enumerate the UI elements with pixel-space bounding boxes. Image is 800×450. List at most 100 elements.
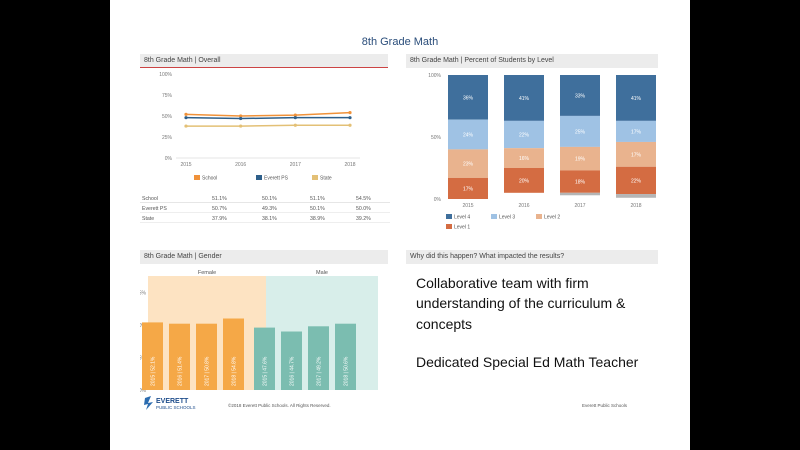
legend-label: Level 1 (454, 225, 470, 231)
legend-swatch (491, 214, 497, 219)
group-label-male: Male (316, 270, 328, 276)
table-cell: 37.9% (212, 216, 227, 222)
stacked-bar-segment (504, 168, 544, 193)
stacked-bar-segment (448, 75, 488, 120)
segment-label: 24% (463, 133, 474, 139)
stacked-bar-segment (560, 115, 600, 147)
data-point (239, 116, 243, 121)
y-tick-label: 100% (428, 73, 441, 79)
gender-bar (308, 326, 329, 390)
y-tick-label: 50% (162, 114, 173, 120)
y-tick-label: 0% (165, 156, 173, 162)
x-tick-label: 2018 (344, 162, 355, 168)
table-header-cell: School (142, 196, 158, 202)
levels-panel-title: 8th Grade Math | Percent of Students by … (410, 57, 554, 64)
y-tick-label: 25% (162, 135, 173, 141)
x-tick-label: 2017 (574, 203, 585, 209)
overall-line-chart: 0% 25% 50% 75% 100% 2015 2016 2017 2018 School Eve… (140, 72, 390, 223)
segment-label: 17% (631, 152, 642, 158)
logo-line-2: PUBLIC SCHOOLS (156, 405, 196, 410)
table-header-cell: 51.1% (212, 196, 227, 202)
stacked-bar-segment (448, 149, 488, 178)
why-panel-title: Why did this happen? What impacted the r… (410, 253, 565, 260)
x-tick-label: 2016 (235, 162, 246, 168)
x-tick-label: 2016 (518, 203, 529, 209)
x-tick-label: 2015 (462, 203, 473, 209)
legend-swatch (312, 175, 318, 180)
gender-bar (223, 318, 244, 390)
legend-swatch (446, 224, 452, 229)
x-tick-label: 2017 (290, 162, 301, 168)
table-cell: 50.1% (310, 206, 325, 212)
gender-bar (142, 322, 163, 390)
stacked-bar-segment (560, 192, 600, 196)
y-tick-label: 50% (431, 135, 442, 141)
segment-label: 20% (519, 178, 530, 184)
legend-swatch (194, 175, 200, 180)
legend-label: Level 2 (544, 215, 560, 221)
data-point (239, 114, 243, 118)
group-label-female: Female (198, 270, 216, 276)
table-cell: State (142, 216, 154, 222)
stacked-bar-segment (504, 75, 544, 121)
legend-label: Level 3 (499, 215, 515, 221)
footer-right-text: Everett Public Schools (582, 403, 628, 408)
segment-label: 16% (519, 156, 530, 162)
why-text-line-2: Dedicated Special Ed Math Teacher (416, 353, 639, 370)
table-header-cell: 50.1% (262, 196, 277, 202)
segment-label: 23% (463, 162, 474, 168)
stacked-bar-segment (560, 170, 600, 193)
stacked-bar-segment (616, 120, 656, 142)
segment-label: 36% (463, 95, 474, 101)
stacked-bar-segment (616, 166, 656, 195)
why-panel-header: Why did this happen? What impacted the r… (406, 250, 658, 264)
why-text-line-1: Collaborative team with firm understandi… (416, 275, 626, 332)
segment-label: 17% (463, 186, 474, 192)
gender-bar (196, 323, 217, 390)
segment-label: 18% (575, 180, 586, 186)
gender-bar (335, 323, 356, 390)
stacked-bar-segment (448, 119, 488, 150)
y-tick-label: 0% (434, 197, 442, 203)
bar-label: 2017 | 49.2% (317, 356, 323, 386)
table-cell: 39.2% (356, 216, 371, 222)
footer-copyright: ©2018 Everett Public Schools. All Rights… (228, 403, 331, 408)
series-line (186, 124, 350, 127)
overall-panel-header: 8th Grade Math | Overall (140, 54, 388, 68)
bar-label: 2018 | 54.8% (232, 356, 238, 386)
district-logo: EVERETT PUBLIC SCHOOLS (142, 394, 212, 412)
table-header-cell: 51.1% (310, 196, 325, 202)
bar-label: 2015 | 52.1% (151, 356, 157, 386)
segment-label: 33% (575, 93, 586, 99)
legend-label: State (320, 176, 332, 182)
data-point (293, 113, 297, 117)
legend-label: School (202, 176, 217, 182)
stacked-bar-segment (504, 148, 544, 168)
data-point (348, 116, 352, 120)
series-line (185, 116, 350, 120)
data-point (348, 111, 352, 115)
legend-label: Level 4 (454, 215, 470, 221)
bar-label: 2016 | 44.7% (290, 356, 296, 386)
legend-swatch (446, 214, 452, 219)
gender-panel-header: 8th Grade Math | Gender (140, 250, 388, 264)
bar-label: 2017 | 50.8% (205, 356, 211, 386)
data-point (348, 123, 352, 127)
table-cell: Everett PS (142, 206, 167, 212)
data-point (293, 123, 297, 127)
data-point (239, 124, 243, 128)
why-text: Collaborative team with firm understandi… (416, 273, 664, 372)
stacked-bar-segment (560, 146, 600, 171)
stacked-bar-segment (504, 120, 544, 149)
table-cell: 38.9% (310, 216, 325, 222)
segment-label: 41% (631, 96, 642, 102)
legend-swatch (256, 175, 262, 180)
gender-bar (281, 331, 302, 390)
header-rule (140, 67, 388, 68)
x-tick-label: 2015 (180, 162, 191, 168)
table-header-cell: 54.5% (356, 196, 371, 202)
data-point (184, 124, 188, 128)
bar-label: 2018 | 50.6% (344, 356, 350, 386)
table-cell: 50.7% (212, 206, 227, 212)
